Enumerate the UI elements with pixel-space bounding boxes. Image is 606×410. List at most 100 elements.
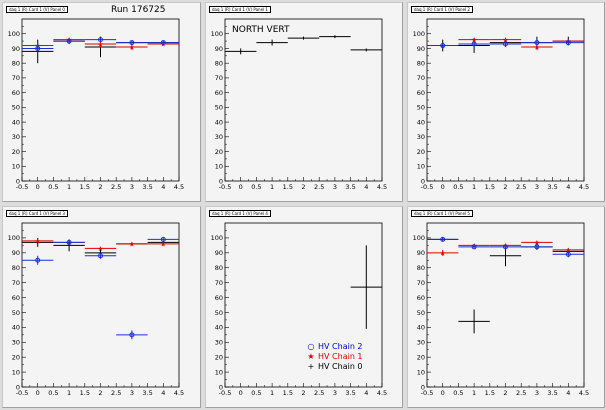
legend-marker-icon: ○ xyxy=(307,342,315,351)
point-marker-chain2 xyxy=(440,236,446,242)
y-tick-label: 0 xyxy=(421,383,425,391)
y-tick-label: 10 xyxy=(215,163,223,171)
y-tick-label: 0 xyxy=(219,383,223,391)
x-tick-label: 1.5 xyxy=(485,389,495,397)
plot-svg-3: -0.5 0 0.5 1 1.5 2 2.5 3 3.5 4 4.50102030405060708… xyxy=(8,222,184,397)
point-marker-chain2 xyxy=(471,244,477,250)
legend-marker-icon: + xyxy=(307,362,315,371)
y-tick-label: 40 xyxy=(12,324,20,332)
y-tick-label: 50 xyxy=(417,309,425,317)
plot-svg-0: -0.5 0 0.5 1 1.5 2 2.5 3 3.5 4 4.50102030405060708… xyxy=(8,18,184,191)
y-tick-label: 40 xyxy=(215,118,223,126)
x-tick-label: 2.5 xyxy=(314,183,324,191)
y-tick-label: 90 xyxy=(12,45,20,53)
y-tick-label: 30 xyxy=(215,339,223,347)
x-tick-label: 2 xyxy=(503,183,507,191)
plot-frame xyxy=(224,18,383,182)
x-tick-label: 2 xyxy=(98,183,102,191)
x-tick-label: 0 xyxy=(36,183,40,191)
point-marker-chain2 xyxy=(503,41,508,47)
y-tick-label: 10 xyxy=(417,368,425,376)
point-marker-chain2 xyxy=(534,40,540,46)
y-tick-label: 20 xyxy=(12,353,20,361)
pad-title: daq 1 (R) Card 1 (V) Panel 5 xyxy=(411,210,473,217)
y-tick-label: 20 xyxy=(215,148,223,156)
x-tick-label: -0.5 xyxy=(421,389,434,397)
plot-pad-4[interactable]: -0.5 0 0.5 1 1.5 2 2.5 3 3.5 4 4.5 0 10 20 30 40 50 60 70 8… xyxy=(205,206,403,408)
x-tick-label: -0.5 xyxy=(219,183,232,191)
x-tick-label: 2.5 xyxy=(111,183,121,191)
x-tick-label: 1 xyxy=(270,183,274,191)
y-tick-label: 90 xyxy=(417,249,425,257)
plot-frame xyxy=(224,222,383,388)
plot-pad-2[interactable]: -0.5 0 0.5 1 1.5 2 2.5 3 3.5 4 4.5 0 10 20 30 40 50 60 70 8… xyxy=(407,2,605,202)
x-tick-label: 3.5 xyxy=(142,389,152,397)
x-tick-label: 1 xyxy=(472,183,476,191)
y-tick-label: 0 xyxy=(421,177,425,185)
legend-label: HV Chain 2 xyxy=(318,342,363,351)
point-marker-chain2 xyxy=(565,251,571,257)
y-tick-label: 40 xyxy=(417,118,425,126)
x-tick-label: 0.5 xyxy=(453,389,463,397)
x-tick-label: 3 xyxy=(535,389,539,397)
pad-title: daq 1 (R) Card 1 (V) Panel 0 xyxy=(6,6,68,13)
point-marker-chain2 xyxy=(471,41,477,47)
x-tick-label: 1.5 xyxy=(80,183,90,191)
y-tick-label: 20 xyxy=(417,353,425,361)
point-marker-chain2 xyxy=(129,40,135,46)
y-tick-label: 100 xyxy=(211,30,223,38)
y-tick-label: 60 xyxy=(12,89,20,97)
x-tick-label: 4 xyxy=(566,389,570,397)
x-tick-label: 2.5 xyxy=(516,389,526,397)
x-tick-label: 0 xyxy=(239,183,243,191)
plot-svg-1: -0.5 0 0.5 1 1.5 2 2.5 3 3.5 4 4.50102030405060708… xyxy=(211,18,387,191)
point-marker-chain2 xyxy=(440,43,446,49)
pad-title: daq 1 (R) Card 1 (V) Panel 2 xyxy=(411,6,473,13)
x-tick-label: 3 xyxy=(130,389,134,397)
x-tick-label: 0.5 xyxy=(48,389,58,397)
plot-pad-0[interactable]: -0.5 0 0.5 1 1.5 2 2.5 3 3.5 4 4.5 0 10 20 30 40 50 60 70 8… xyxy=(2,2,201,202)
x-tick-label: 4 xyxy=(161,183,165,191)
legend-entry: ○ HV Chain 2 xyxy=(304,342,363,352)
y-tick-label: 70 xyxy=(417,74,425,82)
y-tick-label: 80 xyxy=(12,264,20,272)
legend-entry: + HV Chain 0 xyxy=(304,362,363,372)
y-tick-label: 80 xyxy=(12,59,20,67)
point-marker-chain2 xyxy=(503,244,508,250)
y-tick-label: 90 xyxy=(215,45,223,53)
x-tick-label: 2.5 xyxy=(314,389,324,397)
y-tick-label: 30 xyxy=(12,339,20,347)
plot-svg-4: -0.5 0 0.5 1 1.5 2 2.5 3 3.5 4 4.50102030405060708… xyxy=(211,222,387,397)
point-marker-chain2 xyxy=(160,236,166,242)
x-tick-label: 0 xyxy=(441,183,445,191)
y-tick-label: 40 xyxy=(215,324,223,332)
x-tick-label: 1.5 xyxy=(485,183,495,191)
y-tick-label: 0 xyxy=(16,383,20,391)
legend: ○ HV Chain 2 ★ HV Chain 1 + HV Chain 0 xyxy=(304,342,363,372)
y-tick-label: 70 xyxy=(12,279,20,287)
x-tick-label: 2 xyxy=(98,389,102,397)
y-tick-label: 50 xyxy=(12,309,20,317)
x-tick-label: 1.5 xyxy=(80,389,90,397)
y-tick-label: 10 xyxy=(12,368,20,376)
point-marker-chain2 xyxy=(66,38,72,44)
point-marker-chain1: ★ xyxy=(565,246,571,254)
plot-pad-5[interactable]: -0.5 0 0.5 1 1.5 2 2.5 3 3.5 4 4.5 0 10 20 30 40 50 60 70 8… xyxy=(407,206,605,408)
x-tick-label: 3 xyxy=(535,183,539,191)
y-tick-label: 50 xyxy=(215,309,223,317)
point-marker-chain1: ★ xyxy=(129,240,135,248)
x-tick-label: 3 xyxy=(333,183,337,191)
y-tick-label: 0 xyxy=(16,177,20,185)
y-tick-label: 0 xyxy=(219,177,223,185)
x-tick-label: 0.5 xyxy=(251,183,261,191)
y-tick-label: 80 xyxy=(417,264,425,272)
x-tick-label: -0.5 xyxy=(421,183,434,191)
y-tick-label: 90 xyxy=(417,45,425,53)
legend-marker-icon: ★ xyxy=(307,352,315,361)
plot-pad-1[interactable]: -0.5 0 0.5 1 1.5 2 2.5 3 3.5 4 4.5 0 10 20 30 40 50 60 70 8… xyxy=(205,2,403,202)
y-tick-label: 90 xyxy=(12,249,20,257)
y-tick-label: 100 xyxy=(413,234,425,242)
y-tick-label: 60 xyxy=(417,89,425,97)
plot-pad-3[interactable]: -0.5 0 0.5 1 1.5 2 2.5 3 3.5 4 4.5 0 10 20 30 40 50 60 70 8… xyxy=(2,206,201,408)
point-marker-chain1: ★ xyxy=(534,239,540,247)
